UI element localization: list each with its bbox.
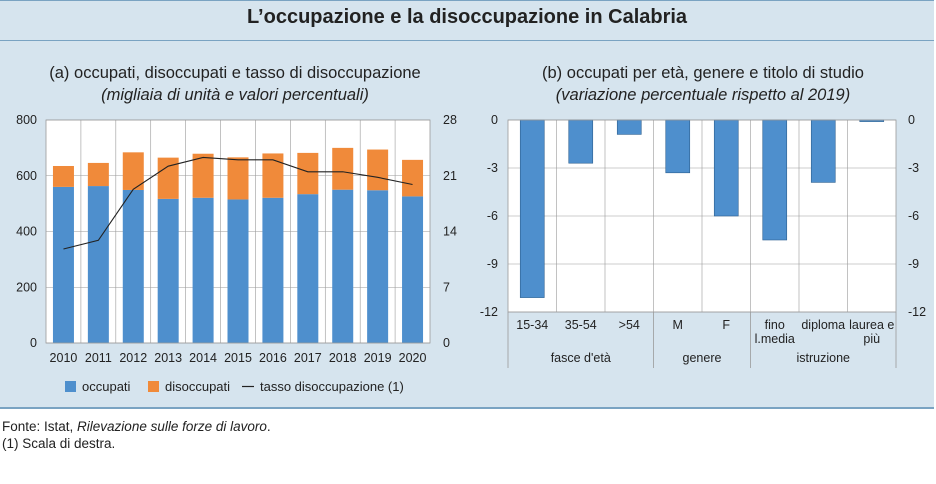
y-left-tick-label: -3: [487, 161, 498, 175]
y-right-tick-label: -9: [908, 257, 919, 271]
source-suffix: .: [266, 419, 271, 434]
bar-occupati: [332, 189, 354, 343]
x-tick-label: 2013: [154, 351, 182, 365]
x-tick-label: 2019: [364, 351, 392, 365]
y-left-tick-label: 600: [16, 169, 37, 183]
y-right-tick-label: 0: [908, 113, 915, 127]
bar-variazione: [810, 119, 836, 183]
chart-a: 0 200 400 600 800 0 7 14 21 28 2010 2011 2012 2013 201…: [16, 113, 457, 394]
x-tick-label: diploma: [801, 318, 845, 332]
legend-swatch-disoccupati: [148, 381, 159, 392]
y-left-tick-label: 800: [16, 113, 37, 127]
title-divider: [0, 40, 934, 41]
x-tick-label: >54: [619, 318, 640, 332]
x-tick-label: 2011: [85, 351, 112, 365]
chart-a-subtitle: (migliaia di unità e valori percentuali): [101, 86, 369, 104]
x-tick-label: l.media: [755, 332, 795, 346]
group-label: istruzione: [797, 351, 851, 365]
bar-disoccupati: [227, 157, 249, 200]
bar-occupati: [367, 190, 389, 343]
chart-a-title: (a) occupati, disoccupati e tasso di dis…: [49, 64, 420, 82]
bar-disoccupati: [262, 153, 284, 198]
x-tick-label: 2016: [259, 351, 287, 365]
bar-disoccupati: [192, 153, 214, 198]
legend-label-disoccupati: disoccupati: [165, 379, 230, 394]
y-left-tick-label: -9: [487, 257, 498, 271]
source-prefix: Fonte: Istat,: [2, 419, 78, 434]
group-label: genere: [683, 351, 722, 365]
chart-b-subtitle: (variazione percentuale rispetto al 2019…: [556, 86, 850, 104]
y-left-tick-label: 0: [491, 113, 498, 127]
bar-disoccupati: [367, 149, 389, 191]
bar-occupati: [192, 197, 214, 343]
bar-occupati: [402, 196, 424, 343]
y-right-tick-label: -12: [908, 305, 926, 319]
y-right-tick-label: -6: [908, 209, 919, 223]
bar-disoccupati: [332, 147, 354, 190]
x-tick-label: 2020: [399, 351, 427, 365]
bar-occupati: [297, 194, 319, 343]
bar-variazione: [519, 119, 545, 298]
bar-variazione: [762, 119, 788, 241]
x-tick-label: 35-54: [565, 318, 597, 332]
bar-variazione: [616, 119, 642, 135]
y-right-tick-label: 14: [443, 225, 457, 239]
x-tick-label: F: [722, 318, 730, 332]
bar-disoccupati: [402, 159, 424, 197]
x-tick-label: fino: [765, 318, 785, 332]
source-title: Rilevazione sulle forze di lavoro: [77, 419, 267, 434]
y-right-tick-label: 0: [443, 336, 450, 350]
y-left-tick-label: 0: [30, 336, 37, 350]
y-left-tick-label: 400: [16, 225, 37, 239]
y-left-tick-label: 200: [16, 280, 37, 294]
y-left-tick-label: -12: [480, 305, 498, 319]
x-tick-label: più: [863, 332, 880, 346]
bar-disoccupati: [52, 165, 74, 187]
bar-variazione: [568, 119, 594, 164]
bar-disoccupati: [297, 152, 319, 195]
group-label: fasce d'età: [551, 351, 611, 365]
bar-occupati: [227, 199, 249, 343]
x-tick-label: 2015: [224, 351, 252, 365]
source-note: Fonte: Istat, Rilevazione sulle forze di…: [2, 418, 271, 452]
figure-title: L’occupazione e la disoccupazione in Cal…: [246, 6, 688, 28]
legend-label-occupati: occupati: [82, 379, 131, 394]
bar-variazione: [665, 119, 691, 174]
bar-occupati: [87, 186, 109, 343]
x-tick-label: 2010: [50, 351, 78, 365]
x-tick-label: 2018: [329, 351, 357, 365]
bar-variazione: [713, 119, 739, 217]
bar-occupati: [262, 197, 284, 343]
bar-disoccupati: [122, 152, 144, 190]
bar-occupati: [122, 189, 144, 343]
y-right-tick-label: 7: [443, 280, 450, 294]
legend-label-tasso: tasso disoccupazione (1): [260, 379, 404, 394]
bar-disoccupati: [157, 157, 179, 199]
y-left-tick-label: -6: [487, 209, 498, 223]
y-right-tick-label: 28: [443, 113, 457, 127]
plot-border: [45, 119, 431, 344]
footnote: (1) Scala di destra.: [2, 436, 116, 451]
x-tick-label: 2012: [119, 351, 147, 365]
chart-b-title: (b) occupati per età, genere e titolo di…: [542, 64, 864, 82]
bar-disoccupati: [87, 162, 109, 187]
bar-occupati: [52, 186, 74, 343]
line-tasso-disoccupazione: [63, 156, 413, 250]
y-right-tick-label: -3: [908, 161, 919, 175]
x-tick-label: laurea e: [849, 318, 894, 332]
x-tick-label: 15-34: [516, 318, 548, 332]
x-tick-label: 2014: [189, 351, 217, 365]
x-tick-label: 2017: [294, 351, 322, 365]
bar-occupati: [157, 198, 179, 343]
x-tick-label: M: [673, 318, 683, 332]
plot-border: [507, 119, 897, 313]
y-right-tick-label: 21: [443, 169, 457, 183]
legend-swatch-occupati: [65, 381, 76, 392]
